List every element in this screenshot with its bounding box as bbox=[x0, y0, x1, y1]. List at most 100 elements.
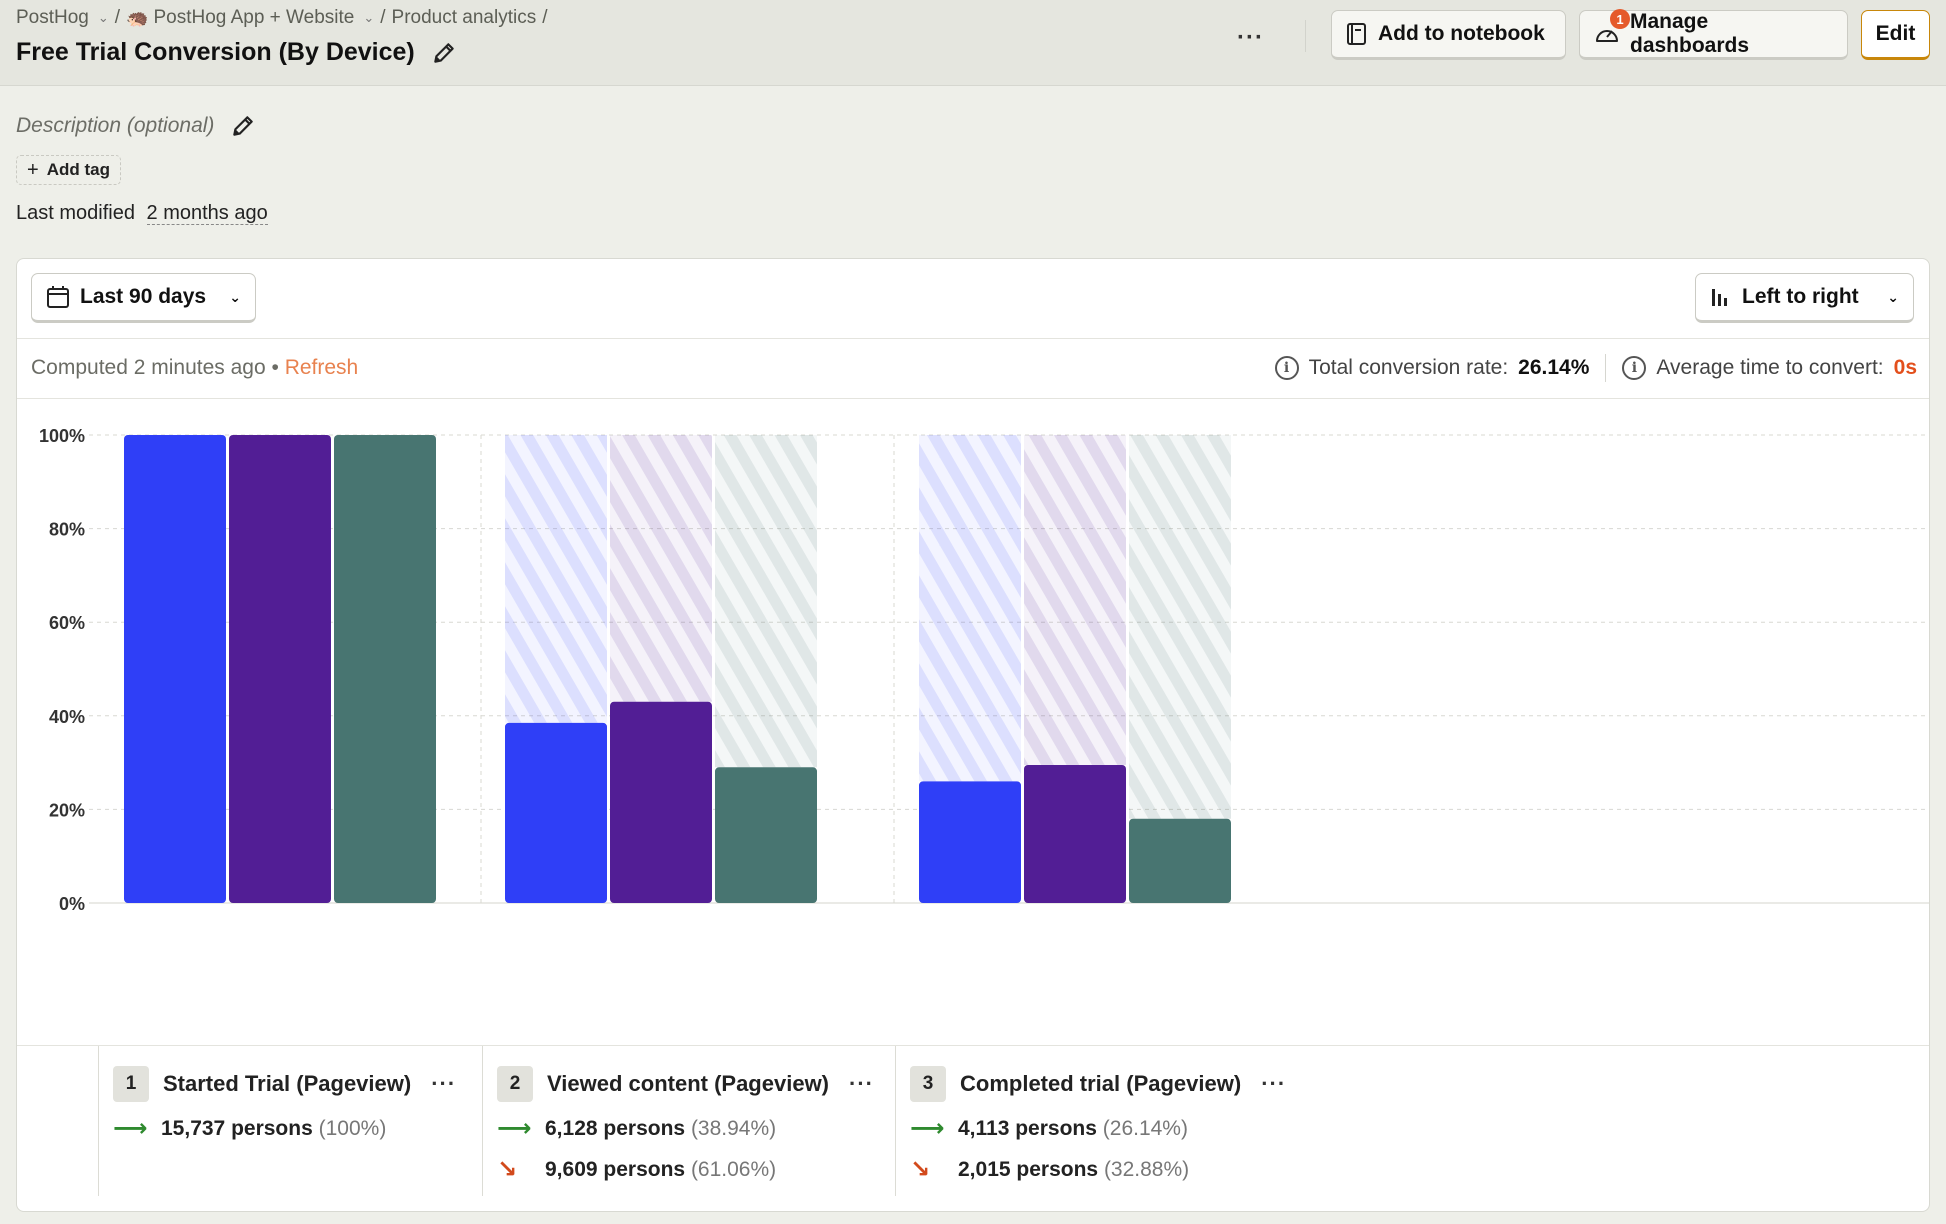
conversion-bar[interactable] bbox=[610, 701, 712, 903]
conversion-bar[interactable] bbox=[919, 781, 1021, 903]
chevron-down-icon: ⌄ bbox=[97, 10, 109, 25]
date-range-select[interactable]: Last 90 days ⌄ bbox=[31, 273, 256, 323]
step-number: 2 bbox=[497, 1066, 533, 1102]
plus-icon: + bbox=[27, 158, 39, 181]
bar-chart-icon bbox=[1712, 289, 1727, 306]
add-to-notebook-label: Add to notebook bbox=[1378, 22, 1545, 45]
step-options-button[interactable]: ··· bbox=[1261, 1071, 1287, 1096]
last-modified-value[interactable]: 2 months ago bbox=[146, 202, 268, 225]
total-conversion-value: 26.14% bbox=[1518, 356, 1590, 379]
summary-divider bbox=[1605, 354, 1607, 382]
manage-dashboards-button[interactable]: 1 Manage dashboards bbox=[1579, 9, 1848, 60]
y-tick-label: 20% bbox=[49, 800, 85, 820]
conversion-bar[interactable] bbox=[1129, 818, 1231, 903]
hedgehog-icon: 🦔 bbox=[126, 7, 149, 28]
computed-label: Computed 2 minutes ago bbox=[31, 356, 266, 379]
description-field[interactable]: Description (optional) bbox=[16, 113, 256, 139]
step-name: Viewed content (Pageview) bbox=[547, 1071, 830, 1096]
chevron-down-icon: ⌄ bbox=[229, 288, 241, 305]
step-dropped[interactable]: ↘ 9,609 persons (61.06%) bbox=[497, 1155, 874, 1184]
breadcrumb-separator: / bbox=[542, 7, 548, 28]
funnel-layout-value: Left to right bbox=[1742, 285, 1859, 308]
manage-dashboards-label: Manage dashboards bbox=[1630, 10, 1750, 57]
step-converted[interactable]: ⟶ 15,737 persons (100%) bbox=[113, 1114, 456, 1143]
step-number: 3 bbox=[910, 1066, 946, 1102]
dropoff-bar[interactable] bbox=[610, 435, 712, 702]
pencil-icon[interactable] bbox=[431, 40, 457, 66]
converted-count: 4,113 persons bbox=[958, 1116, 1097, 1140]
description-placeholder: Description (optional) bbox=[16, 114, 215, 137]
dropoff-bar[interactable] bbox=[919, 435, 1021, 782]
computed-status-row: Computed 2 minutes ago • Refresh i Total… bbox=[17, 339, 1929, 399]
step-converted[interactable]: ⟶ 4,113 persons (26.14%) bbox=[910, 1114, 1286, 1143]
dropped-percent: (32.88%) bbox=[1103, 1157, 1190, 1181]
conversion-bar[interactable] bbox=[1024, 764, 1126, 903]
conversion-bar[interactable] bbox=[505, 722, 607, 903]
add-to-notebook-button[interactable]: Add to notebook bbox=[1331, 10, 1566, 60]
conversion-summary: i Total conversion rate: 26.14% i Averag… bbox=[1274, 354, 1917, 382]
breadcrumb-section[interactable]: Product analytics bbox=[392, 7, 537, 29]
avg-time-label: Average time to convert: bbox=[1656, 356, 1884, 379]
insight-card: Last 90 days ⌄ Left to right ⌄ Computed … bbox=[16, 258, 1930, 1212]
refresh-link[interactable]: Refresh bbox=[284, 356, 359, 379]
dropoff-bar[interactable] bbox=[1129, 435, 1231, 819]
step-options-button[interactable]: ··· bbox=[431, 1071, 457, 1096]
conversion-bar[interactable] bbox=[715, 767, 817, 903]
step-options-button[interactable]: ··· bbox=[849, 1071, 874, 1096]
dropped-count: 9,609 persons bbox=[545, 1157, 686, 1181]
add-tag-label: Add tag bbox=[46, 160, 110, 179]
insight-controls: Last 90 days ⌄ Left to right ⌄ bbox=[17, 259, 1929, 339]
step-name: Started Trial (Pageview) bbox=[163, 1071, 412, 1096]
conversion-bar[interactable] bbox=[229, 435, 331, 903]
insight-title: Free Trial Conversion (By Device) bbox=[16, 38, 415, 66]
add-tag-button[interactable]: + Add tag bbox=[16, 155, 121, 185]
converted-percent: (26.14%) bbox=[1102, 1116, 1188, 1140]
dropoff-bar[interactable] bbox=[505, 435, 607, 723]
breadcrumb-org[interactable]: PostHog ⌄ bbox=[16, 7, 109, 29]
converted-count: 15,737 persons bbox=[161, 1116, 313, 1140]
last-modified-label: Last modified bbox=[16, 202, 135, 224]
pencil-icon[interactable] bbox=[230, 113, 256, 139]
dropped-count: 2,015 persons bbox=[958, 1157, 1099, 1181]
edit-button[interactable]: Edit bbox=[1861, 10, 1930, 60]
page-title: Free Trial Conversion (By Device) bbox=[16, 38, 457, 67]
chevron-down-icon: ⌄ bbox=[1887, 288, 1899, 305]
notification-badge: 1 bbox=[1610, 9, 1630, 29]
info-icon[interactable]: i bbox=[1274, 356, 1299, 380]
step-header: 2 Viewed content (Pageview) ··· bbox=[497, 1066, 874, 1102]
arrow-down-right-icon: ↘ bbox=[497, 1156, 518, 1183]
funnel-step-2: 2 Viewed content (Pageview) ··· ⟶ 6,128 pers… bbox=[482, 1046, 874, 1196]
conversion-bar[interactable] bbox=[334, 435, 436, 903]
converted-percent: (100%) bbox=[318, 1116, 387, 1140]
dashboard-gauge-icon bbox=[1596, 30, 1618, 42]
last-modified: Last modified 2 months ago bbox=[16, 202, 268, 225]
dropoff-bar[interactable] bbox=[1024, 435, 1126, 765]
more-options-button[interactable]: ··· bbox=[1237, 24, 1264, 51]
funnel-bar-chart: 0% 20% 40% 60% 80% 100% bbox=[39, 426, 1929, 914]
breadcrumb-section-label: Product analytics bbox=[391, 7, 537, 28]
toolbar-divider bbox=[1305, 20, 1306, 52]
dropped-percent: (61.06%) bbox=[690, 1157, 777, 1181]
arrow-right-icon: ⟶ bbox=[910, 1115, 945, 1142]
notebook-icon bbox=[1347, 23, 1366, 45]
breadcrumb-separator: / bbox=[114, 7, 121, 28]
dropoff-bar[interactable] bbox=[715, 435, 817, 768]
calendar-icon bbox=[47, 286, 69, 308]
y-tick-label: 60% bbox=[49, 613, 85, 633]
computed-status: Computed 2 minutes ago • Refresh bbox=[31, 356, 358, 380]
total-conversion-label: Total conversion rate: bbox=[1308, 356, 1509, 379]
y-tick-label: 0% bbox=[59, 894, 85, 914]
info-icon[interactable]: i bbox=[1622, 356, 1647, 380]
avg-time-value: 0s bbox=[1893, 356, 1917, 379]
step-converted[interactable]: ⟶ 6,128 persons (38.94%) bbox=[497, 1114, 874, 1143]
status-separator: • bbox=[271, 356, 279, 379]
arrow-right-icon: ⟶ bbox=[497, 1115, 532, 1142]
converted-percent: (38.94%) bbox=[690, 1116, 777, 1140]
step-number: 1 bbox=[113, 1066, 149, 1102]
conversion-bar[interactable] bbox=[124, 435, 226, 903]
funnel-step-1: 1 Started Trial (Pageview) ··· ⟶ 15,737 pers… bbox=[98, 1046, 456, 1196]
funnel-legend: 1 Started Trial (Pageview) ··· ⟶ 15,737 pers… bbox=[17, 1045, 1929, 1212]
step-dropped[interactable]: ↘ 2,015 persons (32.88%) bbox=[910, 1155, 1286, 1184]
funnel-layout-select[interactable]: Left to right ⌄ bbox=[1695, 273, 1914, 323]
breadcrumb-project[interactable]: 🦔 PostHog App + Website ⌄ bbox=[126, 7, 374, 29]
